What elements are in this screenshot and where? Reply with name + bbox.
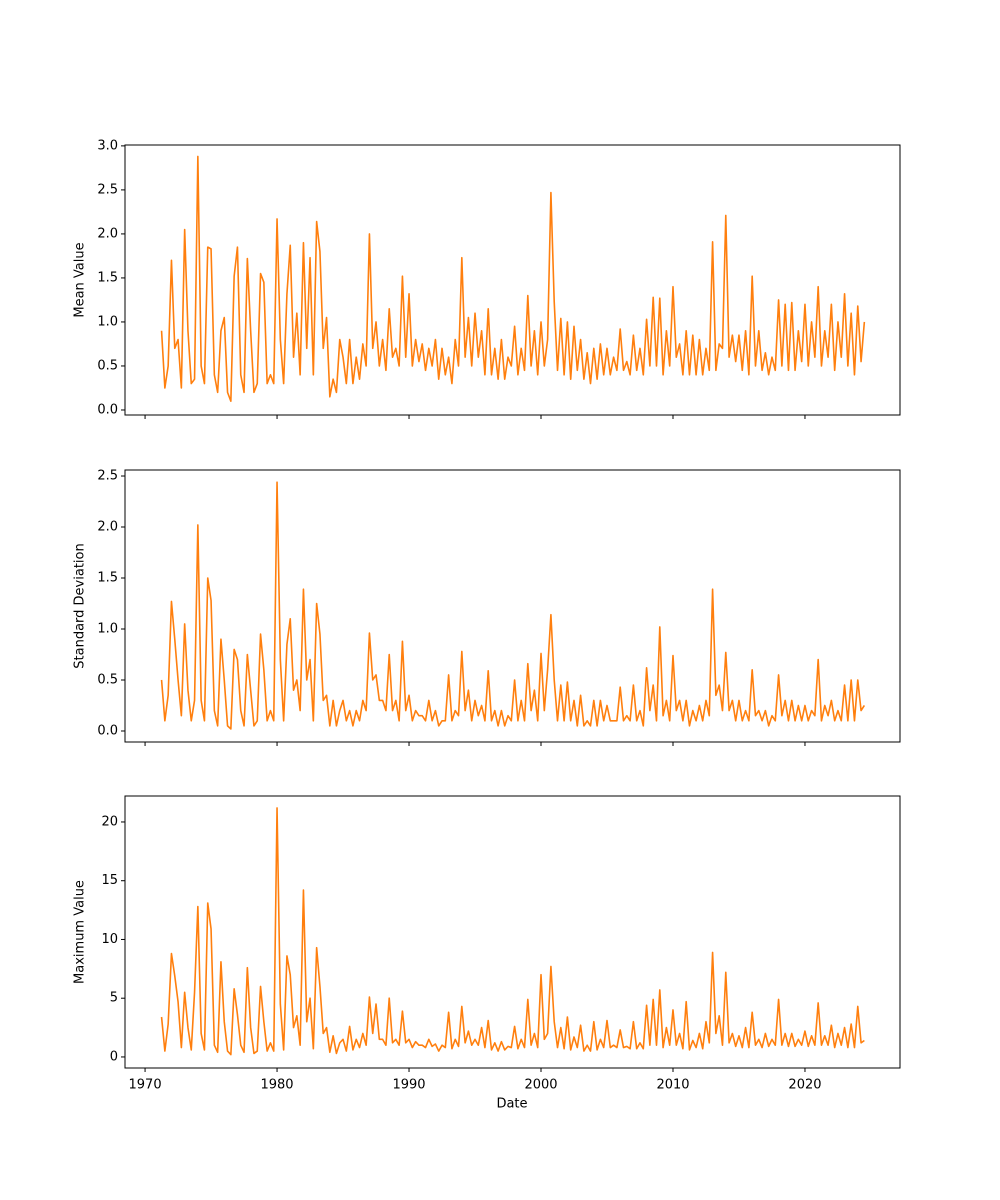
axes-frame [124,144,901,416]
data-line [160,155,866,402]
y-tick-label: 1.5 [97,270,118,285]
y-tick-label: 0 [110,1049,118,1064]
axes-frame [124,469,901,743]
y-tick-label: 0.5 [97,358,118,373]
y-tick-label: 1.5 [97,571,118,586]
y-tick-label: 0.0 [97,402,118,417]
y-tick-label: 2.5 [97,469,118,484]
y-tick-label: 0.5 [97,672,118,687]
x-axis-label: Date [496,1097,527,1112]
y-tick-label: 0.0 [97,723,118,738]
x-tick-label: 1980 [260,1078,293,1093]
x-tick-label: 1990 [392,1078,425,1093]
y-tick-label: 2.0 [97,226,118,241]
y-axis-label: Standard Deviation [73,543,88,668]
y-axis-label: Mean Value [73,242,88,317]
y-tick-label: 3.0 [97,138,118,153]
y-tick-label: 20 [101,814,118,829]
x-tick-label: 2020 [788,1078,821,1093]
y-tick-label: 2.0 [97,520,118,535]
y-tick-label: 10 [101,932,118,947]
y-tick-label: 1.0 [97,314,118,329]
y-axis-label: Maximum Value [73,880,88,984]
x-tick-label: 2000 [524,1078,557,1093]
data-line [160,481,866,730]
axes-frame [124,795,901,1069]
data-line [160,807,865,1056]
y-tick-label: 2.5 [97,182,118,197]
y-tick-label: 5 [110,991,118,1006]
y-tick-label: 1.0 [97,621,118,636]
x-tick-label: 1970 [129,1078,162,1093]
y-tick-label: 15 [101,873,118,888]
x-tick-label: 2010 [656,1078,689,1093]
